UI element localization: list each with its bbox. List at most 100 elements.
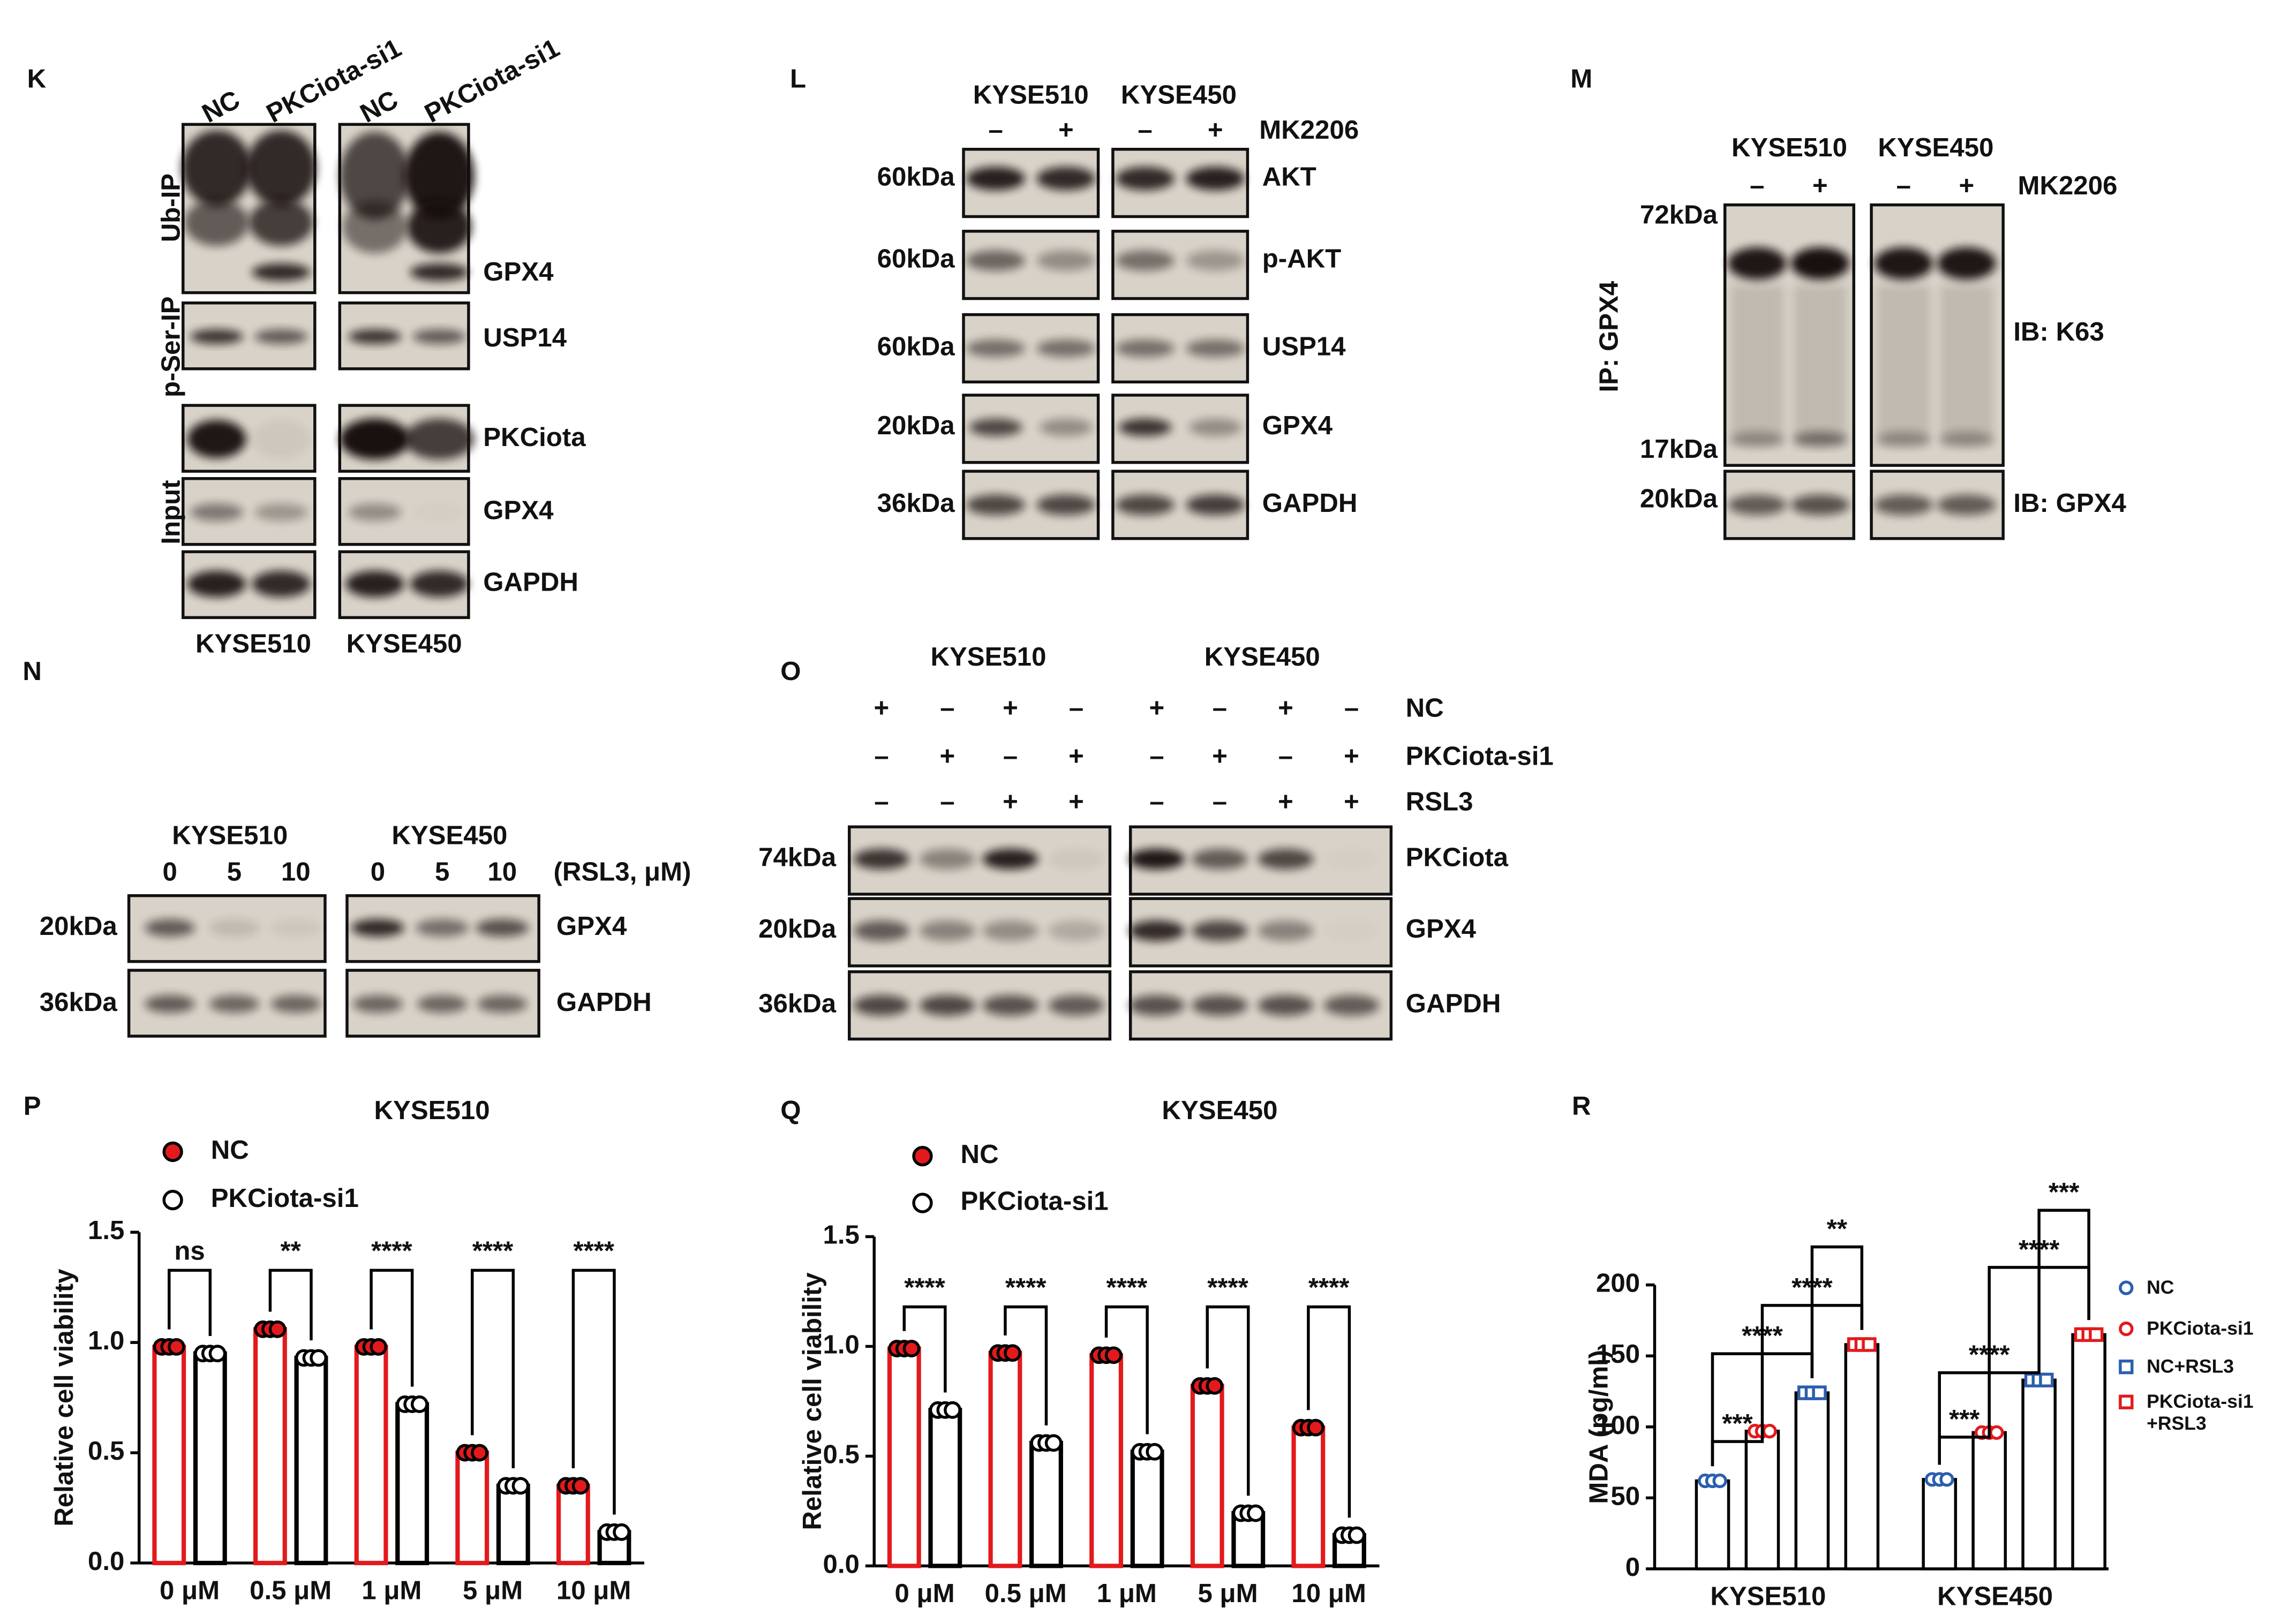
cell-line: KYSE510 <box>1732 133 1847 162</box>
y-tick-label: 150 <box>1596 1339 1640 1369</box>
dose: 5 <box>227 857 242 887</box>
blot-band <box>1128 849 1185 870</box>
sign: – <box>940 693 954 723</box>
group-label: Ub-IP <box>156 173 186 242</box>
y-tick-label: 1.0 <box>88 1326 124 1355</box>
blot-band <box>404 418 475 460</box>
blot-band <box>919 920 975 941</box>
cell-line: KYSE450 <box>1121 80 1237 109</box>
significance-bracket <box>1004 1305 1048 1426</box>
ib-label: IB: K63 <box>2013 317 2104 346</box>
blot-band <box>1323 995 1380 1016</box>
sign: – <box>1138 115 1152 145</box>
significance-bracket <box>1104 1305 1149 1435</box>
blot-band <box>348 503 402 521</box>
data-point <box>511 1477 530 1495</box>
blot-band <box>853 995 909 1016</box>
significance: *** <box>2049 1177 2080 1207</box>
significance: *** <box>1722 1409 1753 1438</box>
blot-band <box>190 503 243 521</box>
sign: – <box>1213 787 1227 816</box>
protein-label: GPX4 <box>1406 914 1477 943</box>
blot-band <box>1116 250 1175 271</box>
sign: – <box>874 787 889 816</box>
bar <box>1130 1450 1164 1568</box>
kda-label: 36kDa <box>758 989 837 1018</box>
cell-line: KYSE450 <box>347 629 462 658</box>
panel-letter: R <box>1572 1091 1591 1121</box>
panel-letter: O <box>780 656 801 686</box>
kda-label: 72kDa <box>1640 200 1718 230</box>
blot-band <box>476 919 529 937</box>
group-label: Input <box>156 480 186 544</box>
x-tick-label: 1 μM <box>362 1576 421 1605</box>
y-tick-label: 0.5 <box>823 1439 859 1469</box>
chart-title: KYSE450 <box>1162 1096 1277 1125</box>
legend-marker <box>162 1141 183 1162</box>
blot-band <box>1258 995 1314 1016</box>
x-tick-label: 10 μM <box>1291 1579 1366 1608</box>
blot-band <box>254 329 308 344</box>
significance-bracket <box>470 1269 515 1469</box>
blot-band <box>270 919 321 937</box>
significance: **** <box>1005 1273 1047 1302</box>
protein-label: GPX4 <box>483 257 554 286</box>
dose: 0 <box>371 857 385 887</box>
cell-line: KYSE510 <box>172 820 288 850</box>
sign: – <box>1069 693 1083 723</box>
cell-line: KYSE510 <box>973 80 1089 109</box>
sign: – <box>1149 787 1164 816</box>
blot-band <box>966 494 1025 516</box>
blot-band <box>352 995 403 1013</box>
blot-band <box>145 995 195 1013</box>
blot-band <box>966 250 1025 271</box>
sign: + <box>1959 171 1974 200</box>
data-point <box>1044 1434 1063 1452</box>
panel-letter: K <box>27 64 47 93</box>
blot-band <box>966 167 1025 191</box>
blot-band <box>1324 849 1380 869</box>
blot-band <box>145 919 195 937</box>
y-tick-label: 0.0 <box>823 1549 859 1579</box>
sign: + <box>874 693 890 723</box>
blot-band <box>1258 849 1314 870</box>
bar <box>887 1346 921 1568</box>
blot-band <box>1794 432 1847 447</box>
data-point <box>1104 1346 1123 1364</box>
protein-label: p-AKT <box>1262 244 1342 273</box>
bar <box>152 1345 186 1566</box>
legend-marker <box>912 1146 933 1167</box>
blot-band <box>187 570 246 598</box>
blot-band <box>982 920 1038 941</box>
data-point <box>2039 1372 2054 1387</box>
blot-band <box>252 420 311 458</box>
data-point <box>1004 1344 1022 1362</box>
significance-bracket <box>902 1305 947 1393</box>
chart-title: KYSE510 <box>374 1096 490 1125</box>
sign: – <box>1750 171 1764 200</box>
blot-smear <box>1940 285 1993 447</box>
significance: **** <box>1308 1273 1350 1302</box>
x-tick-label: KYSE450 <box>1937 1582 2053 1611</box>
bar <box>1695 1479 1730 1571</box>
blot-band <box>1874 247 1933 280</box>
blot-band <box>982 849 1038 870</box>
y-tick-label: 1.5 <box>823 1220 859 1249</box>
blot-band <box>1728 494 1787 516</box>
significance: **** <box>573 1236 614 1266</box>
blot-band <box>919 995 975 1016</box>
protein-label: PKCiota <box>1406 842 1509 872</box>
ib-label: IB: GPX4 <box>2013 488 2126 518</box>
bar <box>1922 1478 1958 1571</box>
data-point <box>310 1349 328 1367</box>
y-tick-label: 0.0 <box>88 1546 124 1576</box>
blot-band <box>966 339 1025 357</box>
bar <box>1291 1425 1326 1568</box>
data-point <box>1712 1473 1727 1489</box>
blot-band <box>407 200 472 253</box>
significance: *** <box>1949 1405 1980 1434</box>
dose: 10 <box>487 857 517 887</box>
sign: – <box>1344 693 1359 723</box>
